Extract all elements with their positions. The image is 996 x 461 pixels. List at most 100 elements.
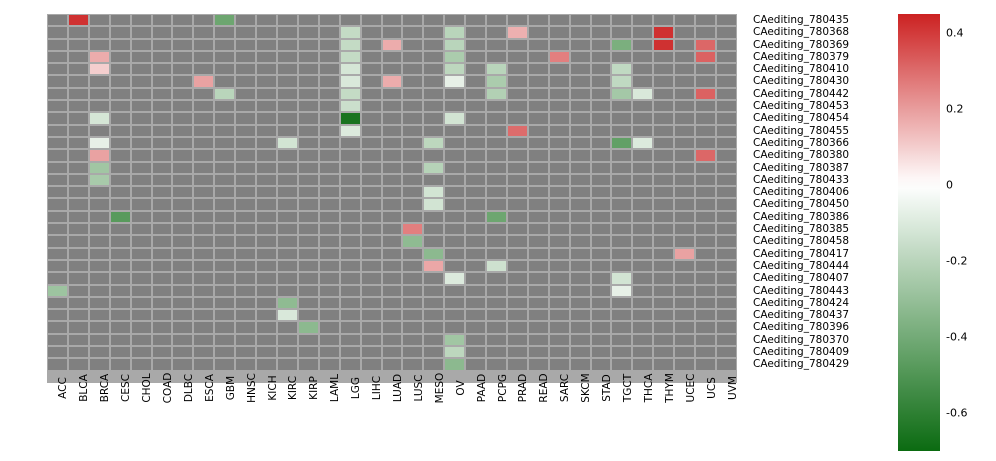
heatmap-cell (674, 173, 696, 187)
heatmap-cell (716, 186, 737, 199)
heatmap-cell (506, 333, 528, 347)
heatmap-cell (653, 63, 675, 76)
heatmap-cell (506, 358, 528, 371)
heatmap-cell (235, 210, 257, 224)
heatmap-cell (47, 284, 68, 297)
heatmap-cell (109, 309, 131, 322)
heatmap-cell (235, 186, 257, 199)
heatmap-cell (360, 38, 382, 51)
heatmap-cell (276, 50, 298, 64)
colorbar-tick-label: -0.6 (946, 406, 968, 420)
heatmap-cell (674, 14, 696, 27)
heatmap-cell (214, 14, 236, 27)
heatmap-cell (653, 50, 675, 64)
heatmap-cell (88, 235, 110, 248)
heatmap-cell (88, 272, 110, 285)
heatmap-cell (130, 149, 152, 162)
heatmap-cell (486, 149, 507, 162)
heatmap-cell (611, 100, 633, 113)
heatmap-cell (423, 259, 445, 273)
heatmap-cell (235, 309, 257, 322)
heatmap-cell (486, 235, 507, 248)
heatmap-cell (590, 136, 612, 150)
heatmap-cell (527, 333, 549, 347)
heatmap-cell (88, 87, 110, 101)
heatmap-cell (486, 26, 507, 39)
heatmap-cell (151, 346, 173, 359)
heatmap-cell (527, 161, 549, 174)
heatmap-cell (423, 223, 445, 236)
heatmap-cell (381, 186, 403, 199)
heatmap-cell (193, 358, 215, 371)
heatmap-cell (318, 161, 340, 174)
heatmap-cell (172, 223, 194, 236)
heatmap-cell (172, 346, 194, 359)
heatmap-cell (235, 346, 257, 359)
heatmap-cell (151, 309, 173, 322)
row-axis-label: CAediting_780409 (753, 346, 850, 359)
heatmap-cell (444, 247, 466, 260)
heatmap-cell (611, 112, 633, 125)
heatmap-cell (235, 75, 257, 88)
heatmap-cell (569, 63, 591, 76)
heatmap-cell (653, 149, 675, 162)
heatmap-cell (360, 198, 382, 211)
heatmap-cell (256, 247, 277, 260)
heatmap-cell (653, 26, 675, 39)
heatmap-cell (256, 161, 277, 174)
heatmap-cell (402, 247, 424, 260)
heatmap-cell (716, 333, 737, 347)
heatmap-cell (130, 63, 152, 76)
heatmap-cell (486, 272, 507, 285)
heatmap-cell (67, 50, 89, 64)
heatmap-cell (276, 87, 298, 101)
heatmap-cell (360, 161, 382, 174)
heatmap-cell (548, 259, 570, 273)
heatmap-cell (172, 136, 194, 150)
heatmap-cell (674, 284, 696, 297)
heatmap-cell (506, 309, 528, 322)
heatmap-cell (486, 333, 507, 347)
heatmap-cell (716, 112, 737, 125)
heatmap-cell (235, 198, 257, 211)
heatmap-cell (590, 112, 612, 125)
heatmap-row (47, 136, 737, 150)
heatmap-row (47, 272, 737, 285)
heatmap-cell (67, 333, 89, 347)
heatmap-cell (465, 223, 487, 236)
heatmap-cell (465, 38, 487, 51)
heatmap-cell (674, 112, 696, 125)
heatmap-cell (47, 235, 68, 248)
row-axis-label: CAediting_780450 (753, 198, 850, 211)
heatmap-cell (653, 259, 675, 273)
heatmap-cell (527, 272, 549, 285)
heatmap-cell (444, 309, 466, 322)
heatmap-cell (151, 124, 173, 137)
heatmap-cell (235, 321, 257, 334)
heatmap-cell (444, 173, 466, 187)
heatmap-cell (465, 358, 487, 371)
heatmap-cell (653, 136, 675, 150)
heatmap-cell (276, 321, 298, 334)
column-axis-label-slot: LUAD (382, 374, 404, 456)
heatmap-cell (339, 235, 361, 248)
heatmap-cell (214, 309, 236, 322)
heatmap-cell (527, 50, 549, 64)
heatmap-cell (590, 358, 612, 371)
heatmap-cell (527, 38, 549, 51)
heatmap-cell (548, 50, 570, 64)
heatmap-cell (506, 272, 528, 285)
heatmap-cell (506, 346, 528, 359)
heatmap-cell (486, 75, 507, 88)
heatmap-cell (716, 346, 737, 359)
heatmap-cell (214, 358, 236, 371)
heatmap-cell (130, 38, 152, 51)
heatmap-cell (130, 358, 152, 371)
column-axis-label-slot: READ (528, 373, 550, 456)
heatmap-cell (653, 309, 675, 322)
heatmap-cell (151, 136, 173, 150)
heatmap-cell (47, 124, 68, 137)
column-axis-label-slot: SKCM (570, 373, 592, 456)
heatmap-cell (130, 272, 152, 285)
